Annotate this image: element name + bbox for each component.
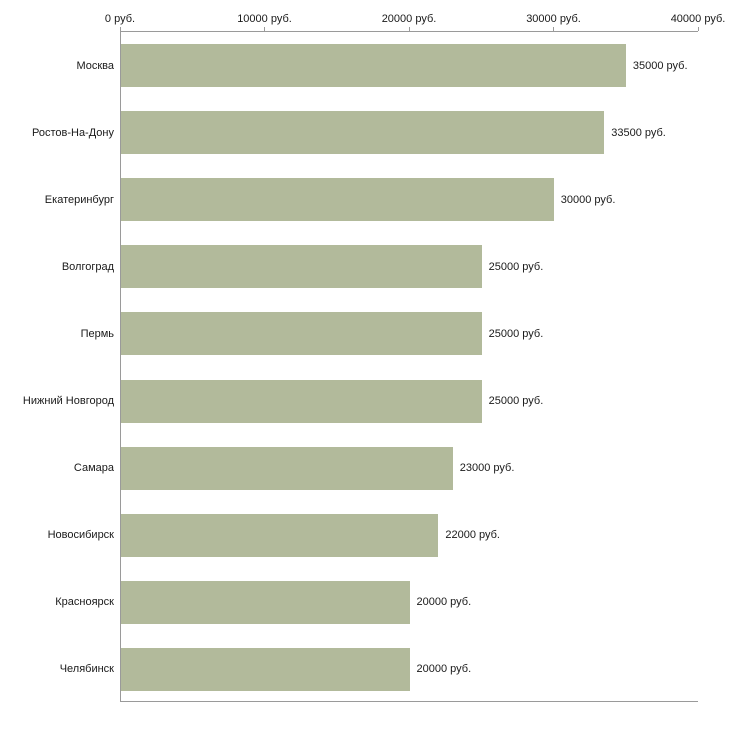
chart-row: Москва 35000 руб. (76, 32, 698, 99)
x-tick-mark (697, 27, 699, 31)
chart-row: Екатеринбург 30000 руб. (45, 166, 698, 233)
x-tick-mark (408, 27, 410, 31)
bar (121, 379, 482, 423)
value-label: 25000 руб. (488, 395, 544, 408)
category-label: Самара (73, 462, 114, 475)
chart-row: Челябинск 20000 руб. (60, 636, 698, 703)
bar (121, 111, 605, 155)
category-label: Москва (76, 59, 114, 72)
value-label: 25000 руб. (488, 260, 544, 273)
bar (121, 312, 482, 356)
chart-row: Новосибирск 22000 руб. (48, 502, 698, 569)
bar (121, 647, 410, 691)
plot-area: Москва 35000 руб. Ростов-На-Дону 33500 руб.… (23, 31, 698, 703)
chart-row: Пермь 25000 руб. (81, 300, 698, 367)
value-label: 20000 руб. (416, 596, 472, 609)
category-label: Новосибирск (47, 529, 114, 542)
value-label: 35000 руб. (632, 59, 688, 72)
bar (121, 44, 626, 88)
value-label: 30000 руб. (560, 193, 616, 206)
category-label: Ростов-На-Дону (31, 126, 114, 139)
chart-row: Самара 23000 руб. (74, 435, 698, 502)
chart-row: Красноярск 20000 руб. (55, 569, 698, 636)
value-label: 23000 руб. (459, 462, 515, 475)
chart-row: Волгоград 25000 руб. (62, 233, 698, 300)
category-label: Челябинск (59, 663, 114, 676)
chart-row: Нижний Новгород 25000 руб. (23, 367, 698, 434)
x-tick-label: 0 руб. (104, 13, 136, 25)
x-tick-mark (119, 27, 121, 31)
bar (121, 580, 410, 624)
bar (121, 513, 439, 557)
value-label: 22000 руб. (445, 529, 500, 542)
value-label: 20000 руб. (416, 663, 472, 676)
value-label: 33500 руб. (611, 126, 666, 139)
category-label: Нижний Новгород (22, 395, 114, 408)
bar (121, 446, 453, 490)
x-tick-label: 20000 руб. (381, 13, 437, 25)
x-tick-label: 30000 руб. (526, 13, 581, 25)
x-axis: 0 руб. 10000 руб. 20000 руб. 30000 руб. 4000… (105, 0, 725, 31)
category-label: Екатеринбург (44, 193, 114, 206)
category-label: Волгоград (61, 260, 114, 273)
category-label: Пермь (80, 327, 114, 340)
value-label: 25000 руб. (488, 327, 544, 340)
bar (121, 178, 554, 222)
x-tick-mark (553, 27, 554, 31)
x-tick-mark (264, 27, 265, 31)
bar (121, 245, 482, 289)
chart-row: Ростов-На-Дону 33500 руб. (32, 99, 698, 166)
x-tick-label: 40000 руб. (670, 13, 726, 25)
category-label: Красноярск (55, 596, 114, 609)
x-tick-label: 10000 руб. (237, 13, 292, 25)
